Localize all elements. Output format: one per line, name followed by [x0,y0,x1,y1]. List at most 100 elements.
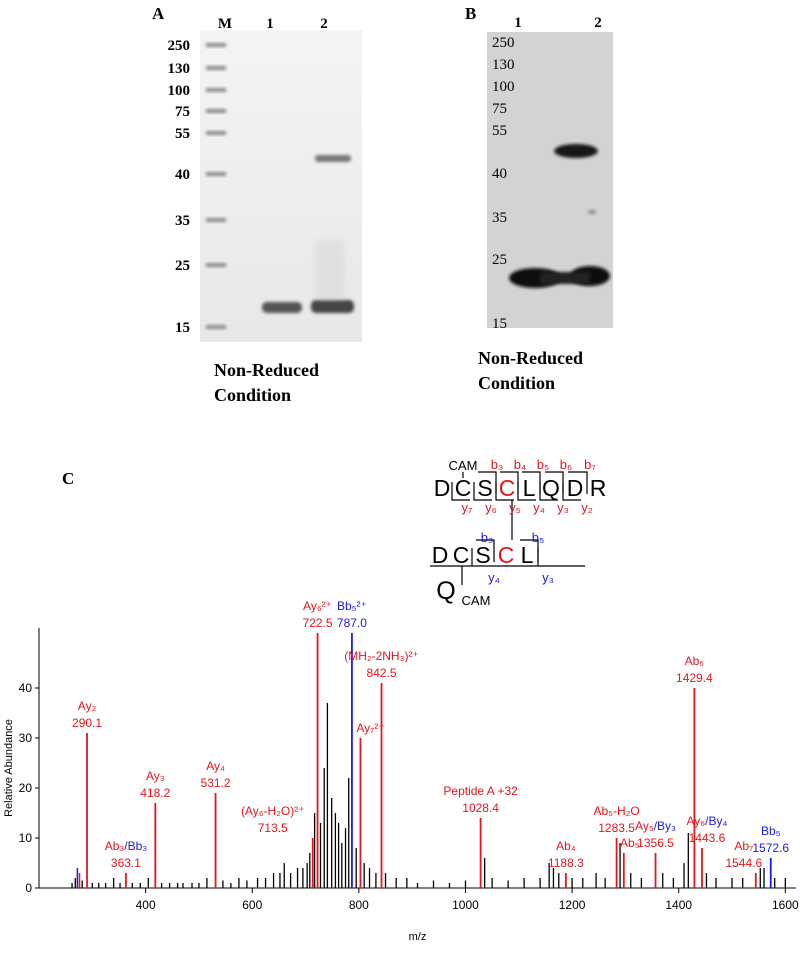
marker-label: 75 [492,101,507,117]
lane-label: M [218,16,232,32]
peak-label-part: Ay₅ [635,819,654,833]
peak-label-part: Bb₅²⁺ [337,599,367,613]
peak-label: Ab₆ [685,654,705,668]
residue: C [455,475,472,501]
y-ion: y₄ [533,500,545,515]
panel-label: C [62,469,74,488]
ladder-band [206,218,226,222]
y-ion: y₄ [488,570,500,585]
marker-label: 100 [168,83,191,99]
lane-label: 1 [266,16,274,32]
x-tick-label: 1000 [452,898,479,912]
panel-label: A [152,4,165,23]
marker-label: 40 [175,167,190,183]
gel-band [311,300,354,313]
peak-label-part: (Ay₆-H₂O)²⁺ [241,804,305,818]
peak-label-part: /Bb₃ [124,839,147,853]
blot-band [554,144,598,158]
marker-label: 35 [492,210,507,226]
gel-band [262,302,302,313]
peak-value-label: 1028.4 [462,801,499,815]
y-tick-label: 0 [25,881,32,895]
caption: Non-Reduced [214,360,319,380]
ladder-band [206,172,226,176]
branch-residue: Q [436,577,455,605]
marker-label: 250 [168,38,191,54]
peak-label: Ab₅-H₂O [594,804,640,818]
x-tick-label: 1200 [559,898,586,912]
residue: D [434,475,451,501]
peak-value-label: 1443.6 [689,831,726,845]
residue: R [590,475,607,501]
y-ion: y₆ [485,500,497,515]
y-ion: y₂ [581,500,593,515]
gel-band [315,155,351,162]
y-tick-label: 40 [19,681,33,695]
peak-label: Ab₅ [620,836,640,850]
marker-label: 15 [492,316,507,332]
marker-label: 15 [175,320,190,336]
panel-label: B [465,4,476,23]
peak-value-label: 1429.4 [676,671,713,685]
marker-label: 75 [175,104,190,120]
peak-label-part: Ab₄ [556,839,576,853]
marker-label: 250 [492,35,515,51]
residue: C [499,475,516,501]
ladder-band [206,325,226,329]
y-axis-title: Relative Abundance [3,719,15,817]
y-ion: y₃ [542,570,554,585]
peak-value-label: 722.5 [303,616,333,630]
peak-label: Bb₅ [761,824,781,838]
modification: CAM [462,593,491,608]
blot-spot [588,210,596,214]
peak-value-label: 290.1 [72,716,102,730]
b-ion: b₄ [514,457,527,472]
peak-label-part: Ay₂ [78,699,97,713]
peak-value-label: 1188.3 [548,856,584,870]
peak-label-part: Ab₆ [685,654,705,668]
residue: L [523,475,536,501]
peak-value-label: 842.5 [367,666,397,680]
b-ion: b₃ [481,530,494,545]
peak-label-part: Ay₆²⁺ [303,599,332,613]
peak-label-part: Ay₆ [687,814,706,828]
b-ion: b₃ [491,457,504,472]
peak-label: Ay₃ [146,769,165,783]
marker-label: 25 [175,258,190,274]
ladder-band [206,263,226,267]
marker-label: 40 [492,166,507,182]
caption: Condition [478,373,555,393]
peak-label: Ab₃/Bb₃ [105,839,148,853]
b-ion: b₆ [560,457,572,472]
peak-label-part: Ay₄ [206,759,225,773]
residue: C [453,542,470,568]
peak-label: Ay₅/By₃ [635,819,676,833]
residue: D [432,542,449,568]
peak-label: Ay₄ [206,759,225,773]
ladder-band [206,66,226,70]
peak-label: Ay₇²⁺ [356,721,384,735]
peak-label-part: Ab₃ [105,839,125,853]
peak-value-label: 531.2 [201,776,231,790]
y-ion: y₃ [557,500,569,515]
marker-label: 130 [168,61,191,77]
residue: Q [542,475,560,501]
marker-label: 35 [175,213,190,229]
peak-label-part: Bb₅ [761,824,781,838]
x-tick-label: 600 [242,898,262,912]
peak-label: (Ay₆-H₂O)²⁺ [241,804,305,818]
residue: L [521,542,534,568]
peak-label-part: Ay₇²⁺ [356,721,384,735]
x-tick-label: 400 [136,898,156,912]
x-tick-label: 1600 [772,898,799,912]
lane-label: 2 [594,15,602,31]
caption: Condition [214,385,291,405]
y-ion: y₇ [462,500,474,515]
ladder-band [206,88,226,92]
lane-label: 1 [514,15,522,31]
x-tick-label: 800 [349,898,369,912]
b-ion: b₅ [532,530,544,545]
peak-value-label: 787.0 [337,616,367,630]
peak-label-part: /By₃ [654,819,676,833]
